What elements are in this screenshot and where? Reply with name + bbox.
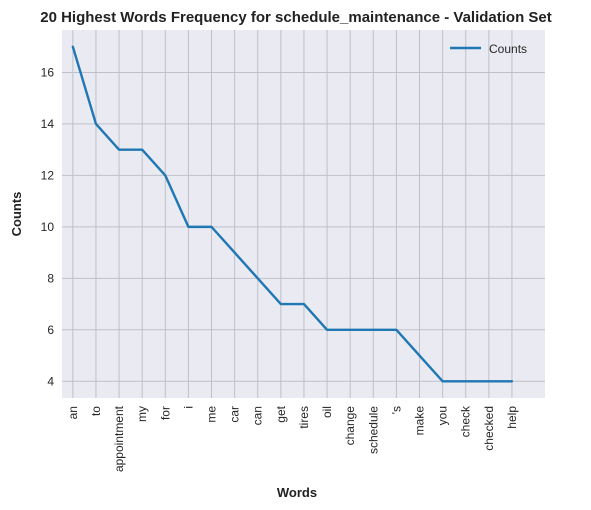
x-tick-label: schedule (366, 406, 380, 454)
y-tick-label: 10 (41, 220, 55, 234)
y-tick-label: 8 (47, 271, 54, 285)
x-tick-label: car (228, 406, 242, 423)
x-tick-label: make (413, 406, 427, 436)
x-tick-label: 's (389, 406, 403, 414)
x-axis-ticks: an to appointment my for i me car can get tires oil… (66, 405, 519, 472)
chart-title: 20 Highest Words Frequency for schedule_… (40, 9, 552, 26)
x-tick-label: an (66, 406, 80, 419)
x-tick-label: you (436, 406, 450, 425)
x-tick-label: my (135, 406, 149, 422)
x-tick-label: appointment (112, 405, 126, 472)
y-tick-label: 4 (47, 374, 54, 388)
x-tick-label: check (459, 405, 473, 437)
y-tick-label: 12 (41, 168, 55, 182)
x-tick-label: change (343, 406, 357, 446)
x-tick-label: me (205, 406, 219, 423)
series-line-counts (71, 45, 514, 383)
x-tick-label: to (89, 406, 103, 416)
x-tick-label: oil (320, 406, 334, 418)
x-tick-label: for (158, 406, 172, 420)
y-tick-label: 14 (41, 117, 55, 131)
y-axis-ticks: 4 6 8 10 12 14 16 (41, 65, 55, 388)
legend-label-counts: Counts (489, 42, 527, 56)
x-axis-title: Words (277, 485, 317, 500)
y-tick-label: 16 (41, 65, 55, 79)
x-tick-label: tires (297, 406, 311, 429)
x-tick-label: checked (482, 406, 496, 451)
legend: Counts (450, 42, 527, 56)
y-axis-title: Counts (9, 192, 24, 237)
x-tick-label: help (505, 406, 519, 429)
x-tick-label: i (181, 406, 195, 409)
x-tick-label: can (251, 406, 265, 425)
y-tick-label: 6 (47, 323, 54, 337)
x-gridlines (72, 30, 513, 398)
x-tick-label: get (274, 405, 288, 422)
